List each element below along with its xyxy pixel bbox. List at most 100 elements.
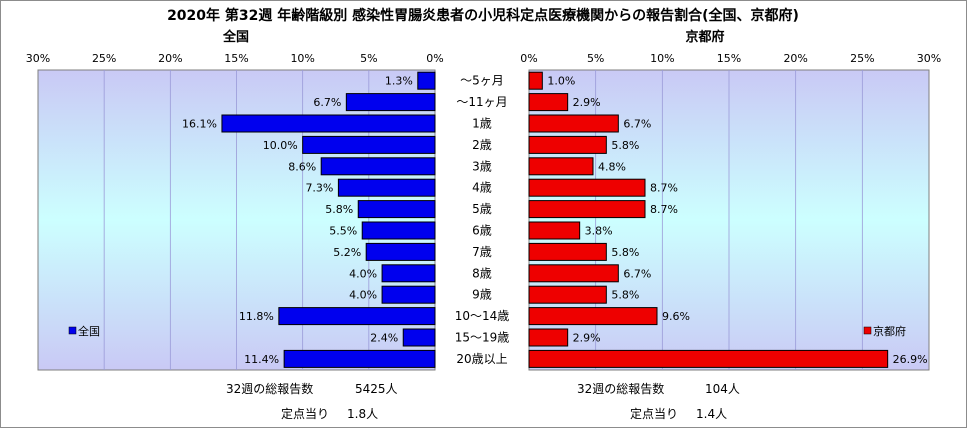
kyoto-data-label: 8.7%: [650, 182, 678, 195]
kyoto-data-label: 3.8%: [585, 225, 613, 238]
legend-kyoto-label: 京都府: [873, 324, 906, 338]
nation-data-label: 6.7%: [313, 96, 341, 109]
left-x-tick-label: 0%: [426, 52, 443, 65]
kyoto-bar: [528, 200, 646, 219]
kyoto-bar: [528, 178, 646, 197]
left-x-tick-label: 30%: [26, 52, 50, 65]
left-per-site-value: 1.8人: [347, 407, 378, 421]
age-category-labels: ～5ヶ月 ～11ヶ月 1歳 2歳 3歳 4歳 5歳 6歳 7歳 8歳 9歳 10～14歳 15～19歳 2…: [455, 74, 510, 366]
legend-nation-label: 全国: [78, 324, 100, 338]
nation-data-label: 5.2%: [333, 246, 361, 259]
right-axis-ticks: 0% 5% 10% 15% 20% 25% 30%: [520, 52, 941, 65]
left-x-tick-label: 10%: [290, 52, 314, 65]
age-category-label: 7歳: [472, 245, 492, 259]
kyoto-data-label: 2.9%: [573, 332, 601, 345]
kyoto-bar: [528, 349, 889, 368]
kyoto-data-label: 6.7%: [623, 267, 651, 280]
nation-bar: [302, 135, 436, 154]
kyoto-data-label: 1.0%: [547, 75, 575, 88]
left-x-tick-label: 20%: [158, 52, 182, 65]
kyoto-bar: [528, 307, 658, 326]
nation-bar: [345, 93, 436, 112]
age-category-label: 3歳: [472, 159, 492, 173]
kyoto-bar: [528, 114, 619, 133]
left-axis-ticks: 0% 5% 10% 15% 20% 25% 30%: [26, 52, 444, 65]
right-total-value: 104人: [705, 382, 740, 396]
left-per-site-label: 定点当り: [281, 406, 329, 421]
kyoto-bar: [528, 135, 607, 154]
left-x-tick-label: 25%: [92, 52, 116, 65]
kyoto-data-label: 5.8%: [611, 289, 639, 302]
left-x-tick-label: 5%: [360, 52, 377, 65]
nation-bar: [361, 221, 436, 240]
right-x-tick-label: 10%: [650, 52, 674, 65]
nation-bar: [278, 307, 436, 326]
legend-nation-swatch: [68, 326, 77, 335]
age-category-label: ～5ヶ月: [460, 74, 504, 88]
nation-data-label: 16.1%: [182, 118, 217, 131]
left-x-tick-label: 15%: [224, 52, 248, 65]
kyoto-data-label: 4.8%: [598, 160, 626, 173]
nation-data-label: 5.8%: [325, 203, 353, 216]
kyoto-data-label: 6.7%: [623, 118, 651, 131]
age-category-label: 20歳以上: [456, 352, 507, 366]
kyoto-bar: [528, 285, 607, 304]
kyoto-bar: [528, 328, 569, 347]
nation-bar: [337, 178, 436, 197]
right-x-tick-label: 25%: [850, 52, 874, 65]
nation-data-label: 10.0%: [263, 139, 298, 152]
left-total-value: 5425人: [355, 382, 398, 396]
kyoto-data-label: 9.6%: [662, 310, 690, 323]
right-x-tick-label: 30%: [917, 52, 941, 65]
nation-data-label: 8.6%: [288, 160, 316, 173]
kyoto-data-label: 2.9%: [573, 96, 601, 109]
left-panel-heading: 全国: [222, 29, 249, 45]
right-x-tick-label: 20%: [783, 52, 807, 65]
nation-data-label: 4.0%: [349, 289, 377, 302]
nation-bar: [381, 285, 436, 304]
kyoto-data-label: 5.8%: [611, 246, 639, 259]
right-per-site-label: 定点当り: [630, 406, 678, 421]
nation-data-label: 5.5%: [329, 225, 357, 238]
right-per-site-value: 1.4人: [696, 407, 727, 421]
age-category-label: 5歳: [472, 202, 492, 216]
nation-data-label: 1.3%: [385, 75, 413, 88]
right-total-label: 32週の総報告数: [577, 381, 664, 396]
kyoto-data-label: 8.7%: [650, 203, 678, 216]
age-category-label: 9歳: [472, 288, 492, 302]
nation-data-label: 11.4%: [244, 353, 279, 366]
chart-title: 2020年 第32週 年齢階級別 感染性胃腸炎患者の小児科定点医療機関からの報告…: [167, 7, 799, 24]
nation-bar: [402, 328, 436, 347]
kyoto-bar: [528, 264, 619, 283]
age-category-label: 15～19歳: [455, 331, 510, 345]
age-category-label: 8歳: [472, 266, 492, 280]
age-category-label: ～11ヶ月: [456, 95, 507, 109]
age-category-label: 6歳: [472, 224, 492, 238]
nation-data-label: 7.3%: [305, 182, 333, 195]
right-x-tick-label: 15%: [717, 52, 741, 65]
age-category-label: 2歳: [472, 138, 492, 152]
kyoto-data-label: 5.8%: [611, 139, 639, 152]
nation-bar: [283, 349, 436, 368]
nation-bar: [221, 114, 436, 133]
kyoto-bar: [528, 71, 543, 90]
kyoto-bar: [528, 242, 607, 261]
age-category-label: 10～14歳: [455, 309, 510, 323]
nation-data-label: 4.0%: [349, 267, 377, 280]
legend-kyoto-swatch: [863, 326, 872, 335]
kyoto-bar: [528, 93, 569, 112]
nation-data-label: 2.4%: [370, 332, 398, 345]
kyoto-data-label: 26.9%: [893, 353, 928, 366]
nation-bar: [381, 264, 436, 283]
nation-bar: [357, 200, 436, 219]
nation-bar: [320, 157, 436, 176]
nation-bar: [365, 242, 436, 261]
age-category-label: 1歳: [472, 117, 492, 131]
nation-bar: [417, 71, 436, 90]
right-x-tick-label: 5%: [587, 52, 604, 65]
right-gridlines: [595, 70, 863, 370]
left-total-label: 32週の総報告数: [226, 381, 313, 396]
kyoto-series-bars: 1.0% 2.9% 6.7% 5.8% 4.8% 8.7% 8.7% 3.8% 5.8% 6.7%…: [528, 71, 928, 368]
